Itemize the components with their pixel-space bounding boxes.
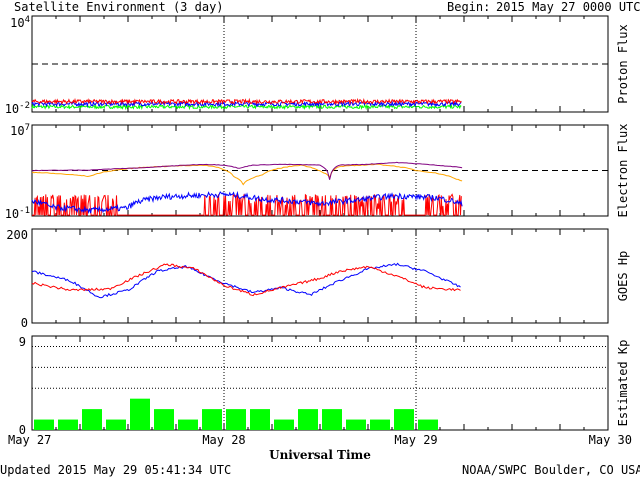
kp-bar <box>58 419 78 430</box>
kp-bar <box>34 419 54 430</box>
kp-ytick-bottom: 0 <box>19 423 26 437</box>
goes-hp-ylabel: GOES Hp <box>616 251 630 302</box>
electron-ytick-top: 107 <box>10 123 30 138</box>
svg-text:107: 107 <box>10 123 30 138</box>
hp-ytick-top: 200 <box>6 228 28 242</box>
kp-bar <box>346 419 366 430</box>
kp-bar <box>178 419 198 430</box>
kp-bar <box>154 409 174 430</box>
kp-ytick-top: 9 <box>19 335 26 349</box>
kp-bar <box>226 409 246 430</box>
kp-bar <box>298 409 318 430</box>
kp-bar <box>130 398 150 430</box>
electron-flux-series-4 <box>32 193 462 216</box>
proton-flux-panel <box>31 15 609 113</box>
svg-text:10-1: 10-1 <box>5 206 30 221</box>
kp-bar <box>250 409 270 430</box>
kp-bar <box>106 419 126 430</box>
electron-flux-series-3 <box>31 190 463 214</box>
goes-hp-series-2 <box>31 263 461 297</box>
kp-bar <box>322 409 342 430</box>
goes-hp-panel <box>31 228 609 324</box>
electron-flux-series-2 <box>31 163 463 186</box>
x-tick-label: May 29 <box>394 433 437 447</box>
proton-ytick-top: 104 <box>10 15 30 30</box>
chart-title: Satellite Environment (3 day) <box>14 0 224 14</box>
kp-bar <box>370 419 390 430</box>
x-axis-label: Universal Time <box>269 448 371 462</box>
kp-bar <box>418 419 438 430</box>
hp-ytick-bottom: 0 <box>21 316 28 330</box>
proton-flux-series-2 <box>31 100 462 108</box>
begin-label: Begin: <box>447 0 491 14</box>
electron-flux-series-1 <box>32 161 463 180</box>
electron-flux-ylabel: Electron Flux <box>616 124 630 218</box>
kp-bar <box>82 409 102 430</box>
begin-value: 2015 May 27 0000 UTC <box>496 0 640 14</box>
kp-bar <box>394 409 414 430</box>
x-tick-label: May 28 <box>202 433 245 447</box>
proton-flux-series-3 <box>31 103 462 111</box>
credit: NOAA/SWPC Boulder, CO USA <box>462 463 640 477</box>
svg-text:10-2: 10-2 <box>5 101 30 116</box>
kp-bar <box>202 409 222 430</box>
electron-ytick-bottom: 10-1 <box>5 206 30 221</box>
proton-flux-ylabel: Proton Flux <box>616 24 630 103</box>
x-tick-label: May 27 <box>8 433 51 447</box>
proton-ytick-bottom: 10-2 <box>5 101 30 116</box>
svg-text:104: 104 <box>10 15 30 30</box>
goes-hp-series-1 <box>31 262 461 299</box>
x-tick-label: May 30 <box>589 433 632 447</box>
proton-flux-series-1 <box>31 97 462 106</box>
kp-panel <box>31 335 609 431</box>
updated-timestamp: Updated 2015 May 29 05:41:34 UTC <box>0 463 232 477</box>
kp-bar <box>274 419 294 430</box>
kp-ylabel: Estimated Kp <box>616 340 630 427</box>
